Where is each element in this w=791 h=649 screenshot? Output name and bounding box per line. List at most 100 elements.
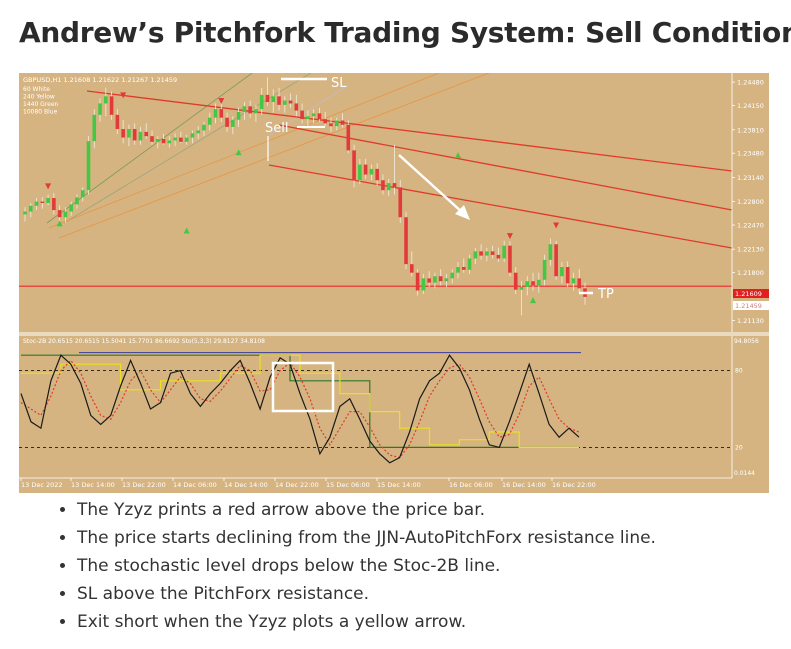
candle-body (323, 119, 328, 124)
candle-body (282, 100, 287, 105)
pitchfork-upper (86, 90, 733, 172)
candle-body (196, 130, 200, 134)
candle-body (311, 113, 316, 117)
candle-body (554, 244, 558, 277)
candle-body (40, 201, 45, 203)
candle-body (519, 286, 524, 290)
candle-body (150, 136, 154, 142)
price-tick-label: 1.23810 (737, 126, 764, 134)
sl-label: SL (331, 76, 347, 91)
green-up-arrow (56, 220, 63, 227)
time-tick-label: 13 Dec 22:00 (122, 481, 166, 489)
price-axis-ticks: 1.24480 1.24150 1.23810 1.23480 1.23140 1.228… (732, 79, 764, 325)
pitchfork-lines (86, 90, 733, 249)
sell-label: Sell (265, 121, 288, 136)
candle-body (155, 139, 160, 142)
candle-body (28, 205, 33, 212)
candle-body (358, 164, 362, 181)
time-axis-ticks: 13 Dec 2022 13 Dec 14:00 13 Dec 22:00 14 De… (20, 478, 596, 489)
candle-body (104, 96, 108, 104)
candle-body (207, 117, 212, 125)
candle-body (502, 245, 506, 259)
tp-label: TP (597, 287, 614, 302)
candle-body (98, 103, 102, 115)
candle-body (115, 114, 120, 130)
candle-body (236, 111, 241, 120)
stoch-label-20: 20 (735, 444, 743, 451)
green-up-arrow (530, 297, 537, 304)
candle-body (248, 106, 252, 114)
candle-body (444, 278, 449, 282)
candle-body (306, 116, 310, 120)
candle-body (34, 201, 39, 206)
candle-body (300, 110, 304, 120)
candle-body (363, 164, 368, 175)
time-tick-label: 13 Dec 14:00 (71, 481, 115, 489)
pane-separator (19, 332, 769, 336)
candle-body (386, 183, 391, 191)
candle-body (288, 100, 293, 104)
candle-body (415, 272, 420, 291)
candle-body (277, 96, 281, 105)
candle-body (421, 278, 426, 291)
red-down-arrow (120, 92, 127, 99)
candle-body (23, 211, 27, 215)
candle-body (513, 272, 518, 290)
candle-body (202, 124, 206, 131)
candle-body (92, 114, 97, 142)
candle-body (138, 131, 143, 141)
candle-body (132, 129, 137, 141)
price-tick-label: 1.22130 (737, 246, 764, 254)
chart-background (19, 73, 769, 493)
candle-body (548, 244, 553, 260)
current-price-box (733, 289, 769, 298)
time-tick-label: 15 Dec 14:00 (377, 481, 421, 489)
candle-body (219, 109, 224, 118)
fan-lines (46, 73, 490, 239)
stochastic-header: Stoc-2B 20.6515 20.6515 15.5041 15.7701 … (23, 338, 265, 345)
candle-body (265, 94, 270, 103)
time-tick-label: 16 Dec 06:00 (449, 481, 493, 489)
candle-body (317, 113, 322, 120)
green-up-arrow (454, 152, 461, 159)
candle-body (352, 150, 356, 181)
time-tick-label: 15 Dec 06:00 (326, 481, 370, 489)
stoch-highlight-box (271, 361, 335, 413)
candle-body (479, 251, 483, 256)
price-tick-label: 1.23480 (737, 150, 764, 158)
candle-body (508, 245, 512, 273)
legend-entry: 240 Yellow (23, 94, 55, 101)
candle-body (525, 281, 530, 287)
candle-body (410, 264, 414, 273)
candle-body (542, 259, 547, 280)
candle-body (329, 123, 333, 127)
bullet-item: The price starts declining from the JJN-… (77, 524, 656, 552)
candle-body (392, 183, 397, 188)
candle-body (461, 267, 466, 270)
candle-body (213, 109, 218, 118)
candle-body (69, 204, 73, 212)
green-up-arrow (183, 227, 190, 234)
red-down-arrow (45, 183, 52, 190)
candle-body (560, 267, 564, 277)
legend-entry: 10080 Blue (23, 109, 58, 116)
price-tick-label: 1.21130 (737, 317, 764, 325)
candle-body (381, 180, 385, 191)
pitchfork-lower (268, 164, 733, 249)
stoch-main-line (20, 354, 580, 464)
bullet-item: Exit short when the Yzyz plots a yellow … (77, 608, 656, 636)
candle-body (179, 137, 183, 142)
time-tick-label: 14 Dec 14:00 (224, 481, 268, 489)
candle-body (75, 197, 79, 205)
stoch-yellow-line (21, 354, 579, 448)
candle-body (231, 119, 235, 127)
bullet-item: The stochastic level drops below the Sto… (77, 552, 656, 580)
fan-line-orange-2 (58, 73, 490, 239)
candle-body (190, 133, 195, 138)
candle-body (496, 254, 501, 259)
candle-body (340, 120, 345, 125)
candle-body (294, 103, 299, 111)
candle-body (86, 141, 91, 191)
candle-body (259, 94, 264, 110)
candle-body (225, 117, 229, 127)
